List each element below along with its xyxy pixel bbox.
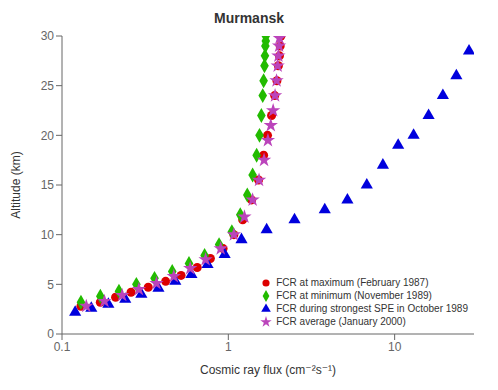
svg-text:0: 0 [47, 327, 54, 341]
svg-text:Altitude (km): Altitude (km) [9, 151, 23, 218]
svg-text:15: 15 [41, 178, 55, 192]
svg-text:25: 25 [41, 79, 55, 93]
svg-text:0.1: 0.1 [54, 340, 71, 354]
svg-text:30: 30 [41, 29, 55, 43]
html-text:FCR during strongest SPE in Oc: FCR during strongest SPE in October 1989 [276, 303, 468, 314]
html-text:Murmansk: Murmansk [214, 10, 284, 26]
html-text:FCR average (January 2000): FCR average (January 2000) [276, 316, 406, 327]
svg-text:20: 20 [41, 129, 55, 143]
html-text:FCR at minimum (November 1989): FCR at minimum (November 1989) [276, 290, 432, 301]
svg-text:1: 1 [225, 340, 232, 354]
svg-text:5: 5 [47, 278, 54, 292]
svg-text:10: 10 [388, 340, 402, 354]
html-text:FCR at maximum (February 1987): FCR at maximum (February 1987) [276, 277, 429, 288]
svg-text:Cosmic ray flux (cm⁻²s⁻¹): Cosmic ray flux (cm⁻²s⁻¹) [200, 363, 336, 377]
svg-text:10: 10 [41, 228, 55, 242]
